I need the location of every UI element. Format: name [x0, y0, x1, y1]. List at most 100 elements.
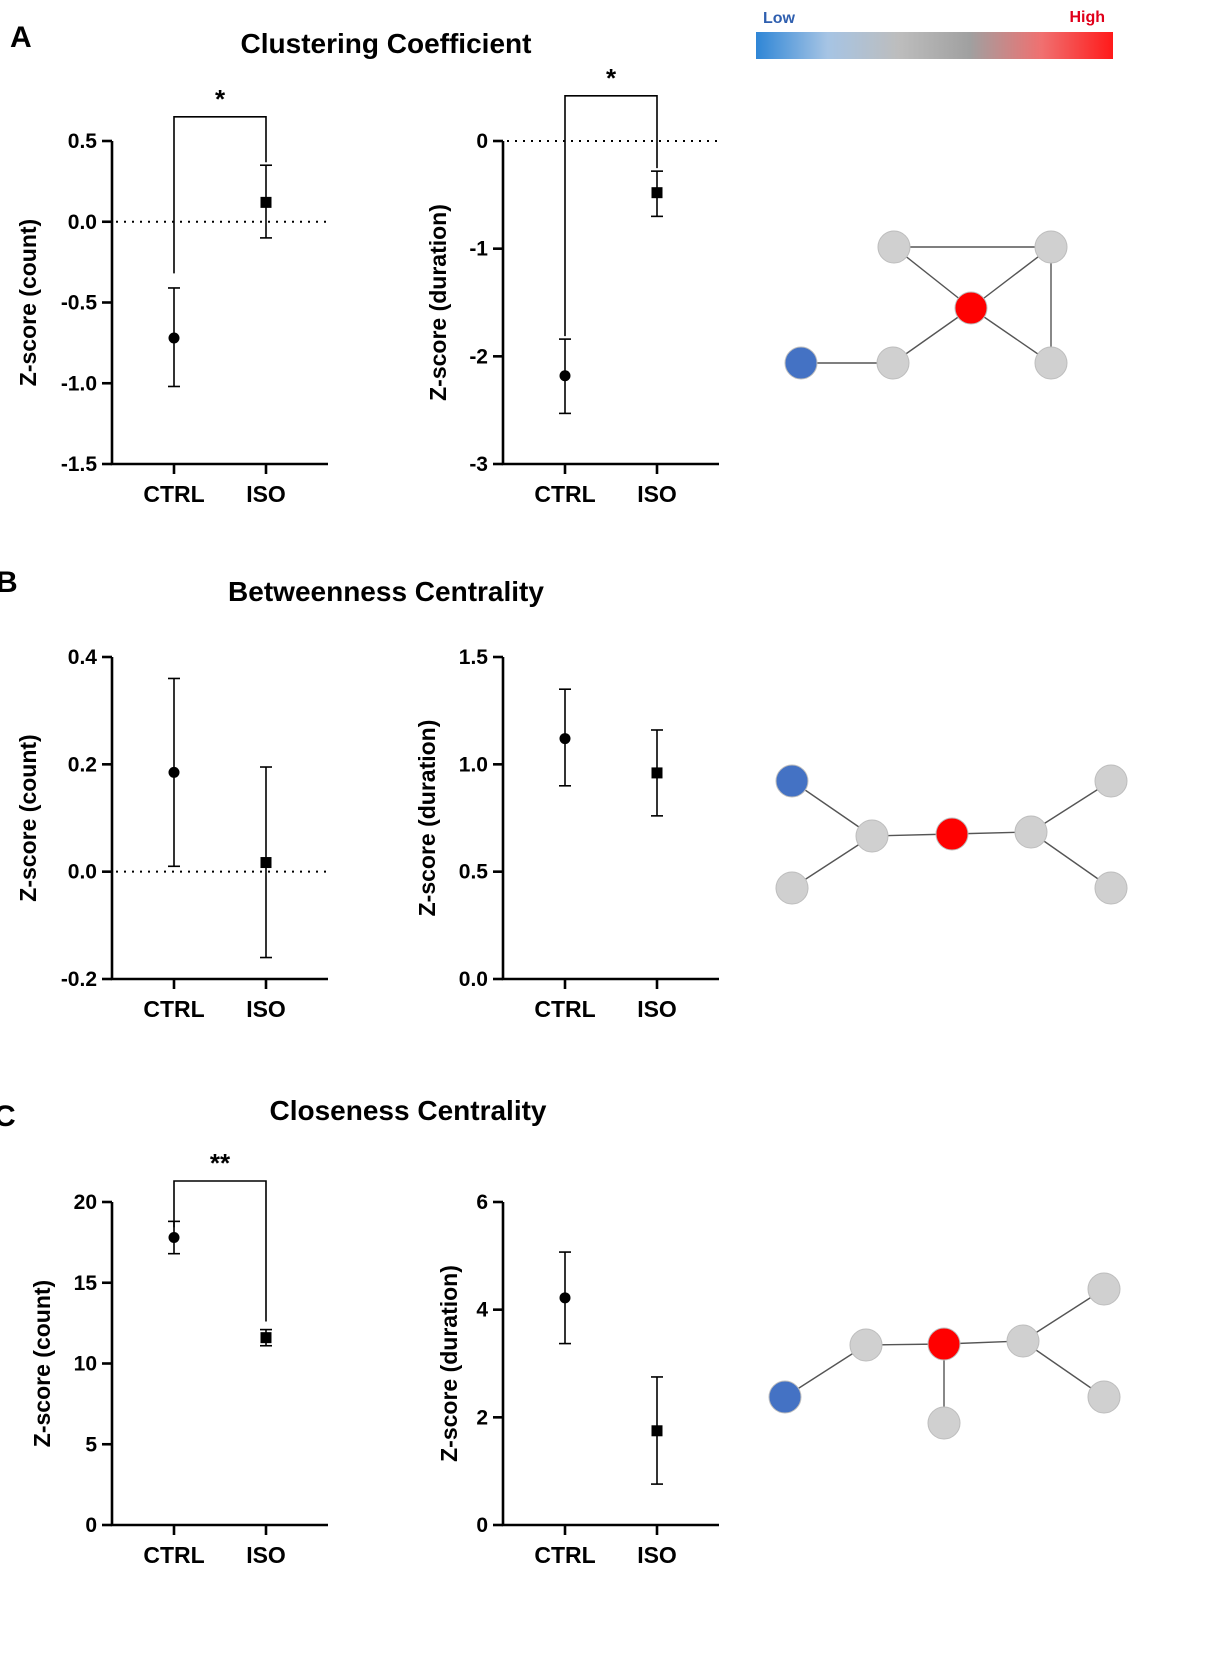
x-tick-label-iso: ISO: [246, 996, 286, 1022]
panel-title-a: Clustering Coefficient: [241, 28, 532, 59]
network-node-mid: [1094, 764, 1128, 798]
network-node-low: [768, 1380, 802, 1414]
network-diagram-b: [775, 764, 1128, 905]
y-tick-label: -1.5: [61, 453, 98, 476]
network-node-mid: [1094, 871, 1128, 905]
network-node-mid: [876, 346, 910, 380]
chart-b-count: 0.4 0.2 0.0 -0.2 CTRL ISO Z-score (count): [15, 646, 328, 1022]
x-tick-label-ctrl: CTRL: [534, 1542, 595, 1568]
charts-layer: 0.5 0.0 -0.5 -1.0 -1.5 CTRL ISO Z-score (count)…: [15, 63, 719, 1568]
y-tick-label: 6: [476, 1191, 488, 1214]
chart-b-duration: 1.5 1.0 0.5 0.0 CTRL ISO Z-score (duration): [414, 646, 719, 1022]
significance-marker: *: [606, 63, 617, 93]
significance-marker: *: [215, 84, 226, 114]
network-node-mid: [775, 871, 809, 905]
legend-low-label: Low: [763, 10, 796, 27]
y-tick-label: 0.0: [459, 968, 488, 991]
significance-bracket: [173, 1180, 267, 1322]
x-tick-label-ctrl: CTRL: [143, 1542, 204, 1568]
y-tick-label: 2: [476, 1406, 488, 1429]
network-node-mid: [1034, 346, 1068, 380]
network-node-mid: [927, 1406, 961, 1440]
y-tick-label: 0.5: [68, 130, 98, 153]
x-tick-label-iso: ISO: [246, 481, 286, 507]
y-axis-label: Z-score (duration): [436, 1265, 462, 1462]
network-diagram-c: [768, 1272, 1121, 1440]
significance-bracket: [564, 94, 658, 337]
network-node-high: [935, 817, 969, 851]
legend-high-label: High: [1069, 9, 1105, 26]
y-tick-label: 4: [476, 1299, 488, 1322]
x-tick-label-iso: ISO: [637, 996, 677, 1022]
data-point-iso: [651, 187, 663, 199]
network-node-mid: [1087, 1380, 1121, 1414]
network-node-mid: [1034, 230, 1068, 264]
y-tick-label: 10: [74, 1353, 97, 1376]
y-tick-label: 0.4: [68, 646, 98, 669]
y-tick-label: -1: [469, 238, 488, 261]
y-axis-label: Z-score (count): [15, 219, 41, 386]
data-point-iso: [260, 1332, 272, 1344]
data-point-ctrl: [559, 733, 571, 745]
y-tick-label: 0: [85, 1514, 97, 1537]
y-tick-label: -0.5: [61, 292, 98, 315]
x-tick-label-iso: ISO: [637, 481, 677, 507]
network-node-low: [775, 764, 809, 798]
network-node-mid: [1014, 815, 1048, 849]
y-tick-label: 0: [476, 130, 488, 153]
chart-a-count: 0.5 0.0 -0.5 -1.0 -1.5 CTRL ISO Z-score (count)…: [15, 84, 328, 507]
panel-letter-b: B: [0, 566, 18, 599]
y-tick-label: -1.0: [61, 372, 97, 395]
data-point-ctrl: [168, 332, 180, 344]
network-node-mid: [1006, 1324, 1040, 1358]
y-axis-label: Z-score (duration): [414, 720, 440, 917]
x-tick-label-iso: ISO: [637, 1542, 677, 1568]
panel-title-b: Betweenness Centrality: [228, 576, 544, 607]
x-tick-label-ctrl: CTRL: [143, 481, 204, 507]
y-tick-label: -0.2: [61, 968, 97, 991]
data-point-iso: [260, 196, 272, 208]
network-node-low: [784, 346, 818, 380]
y-tick-label: 0.2: [68, 753, 97, 776]
data-point-ctrl: [559, 1292, 571, 1304]
y-tick-label: 1.5: [459, 646, 489, 669]
y-tick-label: 0.0: [68, 861, 97, 884]
y-tick-label: 0.0: [68, 211, 97, 234]
network-node-high: [927, 1327, 961, 1361]
y-tick-label: 15: [74, 1272, 98, 1295]
y-tick-label: -2: [469, 345, 488, 368]
data-point-iso: [260, 857, 272, 869]
panel-letter-a: A: [10, 21, 32, 54]
y-tick-label: 5: [85, 1433, 97, 1456]
data-point-ctrl: [559, 370, 571, 382]
y-tick-label: -3: [469, 453, 488, 476]
y-tick-label: 1.0: [459, 753, 488, 776]
network-diagram-a: [784, 230, 1068, 380]
chart-a-duration: 0 -1 -2 -3 CTRL ISO Z-score (duration) *: [425, 63, 719, 507]
panel-letter-c: C: [0, 1100, 16, 1133]
chart-c-duration: 6 4 2 0 CTRL ISO Z-score (duration): [436, 1191, 719, 1568]
x-tick-label-ctrl: CTRL: [534, 996, 595, 1022]
data-point-ctrl: [168, 1232, 180, 1244]
network-node-mid: [855, 819, 889, 853]
significance-bracket: [173, 115, 267, 274]
chart-c-count: 20 15 10 5 0 CTRL ISO Z-score (count) **: [29, 1148, 328, 1568]
network-node-mid: [877, 230, 911, 264]
networks-layer: [768, 230, 1128, 1440]
color-scale-legend: Low High: [756, 9, 1113, 59]
network-node-mid: [849, 1328, 883, 1362]
y-tick-label: 20: [74, 1191, 97, 1214]
network-node-mid: [1087, 1272, 1121, 1306]
data-point-iso: [651, 1425, 663, 1437]
network-edge: [970, 246, 1052, 309]
panel-title-c: Closeness Centrality: [270, 1095, 547, 1126]
data-point-iso: [651, 767, 663, 779]
data-point-ctrl: [168, 766, 180, 778]
network-node-high: [954, 291, 988, 325]
y-tick-label: 0: [476, 1514, 488, 1537]
y-axis-label: Z-score (count): [15, 734, 41, 901]
significance-marker: **: [210, 1148, 231, 1178]
y-axis-label: Z-score (count): [29, 1280, 55, 1447]
y-axis-label: Z-score (duration): [425, 204, 451, 401]
